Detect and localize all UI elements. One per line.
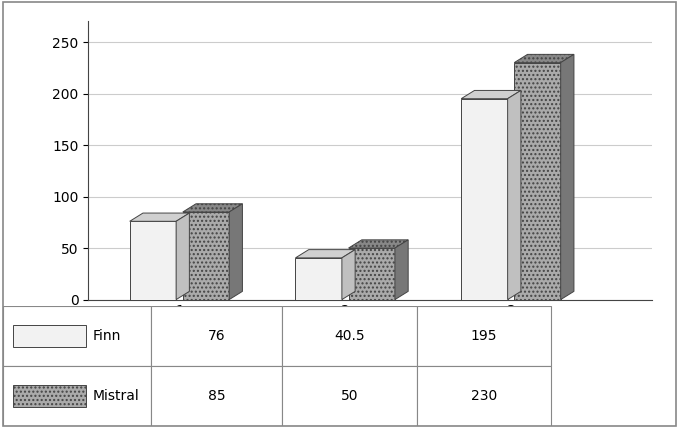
Polygon shape	[561, 54, 574, 300]
Bar	[14, 325, 86, 347]
Polygon shape	[295, 250, 355, 258]
Polygon shape	[230, 204, 242, 300]
Polygon shape	[514, 54, 574, 62]
Polygon shape	[348, 240, 408, 248]
Text: 40.5: 40.5	[334, 329, 365, 343]
Bar	[461, 99, 508, 300]
Polygon shape	[342, 250, 355, 300]
Bar	[3, 366, 151, 426]
Text: 50: 50	[341, 389, 359, 403]
Text: 230: 230	[471, 389, 497, 403]
Bar	[348, 248, 395, 300]
Bar	[183, 212, 230, 300]
Polygon shape	[130, 213, 189, 221]
Bar	[417, 366, 551, 426]
Bar	[130, 221, 176, 300]
Bar	[151, 366, 282, 426]
Bar	[417, 306, 551, 366]
Polygon shape	[183, 204, 242, 212]
Polygon shape	[395, 240, 408, 300]
Bar	[14, 385, 86, 407]
Bar	[514, 62, 561, 300]
Polygon shape	[176, 213, 189, 300]
Text: Finn: Finn	[93, 329, 121, 343]
Bar	[295, 258, 342, 300]
Bar	[282, 366, 417, 426]
Text: 85: 85	[208, 389, 225, 403]
Bar	[151, 306, 282, 366]
Bar	[282, 306, 417, 366]
Bar	[3, 306, 151, 366]
Text: 195: 195	[471, 329, 497, 343]
Polygon shape	[461, 90, 521, 99]
Text: 76: 76	[208, 329, 225, 343]
Polygon shape	[508, 90, 521, 300]
Text: Mistral: Mistral	[93, 389, 140, 403]
